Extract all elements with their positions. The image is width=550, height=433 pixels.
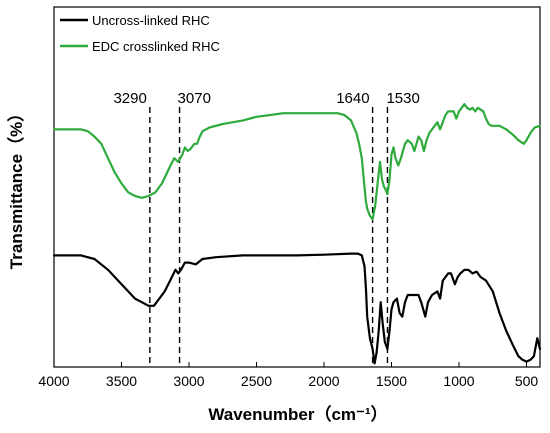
x-tick-label-500: 500: [515, 373, 539, 389]
x-tick-label-4000: 4000: [38, 373, 69, 389]
peak-label-1640: 1640: [336, 90, 369, 107]
x-tick-label-1000: 1000: [443, 373, 474, 389]
legend-label-uncross-linked: Uncross-linked RHC: [92, 13, 210, 28]
legend-label-edc-crosslinked: EDC crosslinked RHC: [92, 39, 220, 54]
x-tick-label-1500: 1500: [376, 373, 407, 389]
x-tick-label-2500: 2500: [241, 373, 272, 389]
plot-area-frame: [53, 6, 541, 368]
series-line-1: [52, 103, 542, 221]
series-line-0: [52, 252, 542, 365]
x-tick-label-3500: 3500: [106, 373, 137, 389]
x-axis-title: Wavenumber（cm⁻¹）: [208, 404, 387, 424]
y-axis-title: Transmittance（%）: [6, 105, 26, 269]
peak-label-3070: 3070: [178, 90, 211, 107]
x-tick-label-3000: 3000: [173, 373, 204, 389]
peak-label-1530: 1530: [386, 90, 419, 107]
peak-reference-lines: 3290 3070 1640 1530: [113, 90, 420, 367]
x-axis-ticks: 4000 3500 3000 2500 2000 1500 1000 500: [38, 362, 538, 389]
series-lines: [52, 103, 542, 365]
peak-label-3290: 3290: [113, 90, 146, 107]
legend: Uncross-linked RHC EDC crosslinked RHC: [60, 13, 220, 54]
x-tick-label-2000: 2000: [308, 373, 339, 389]
